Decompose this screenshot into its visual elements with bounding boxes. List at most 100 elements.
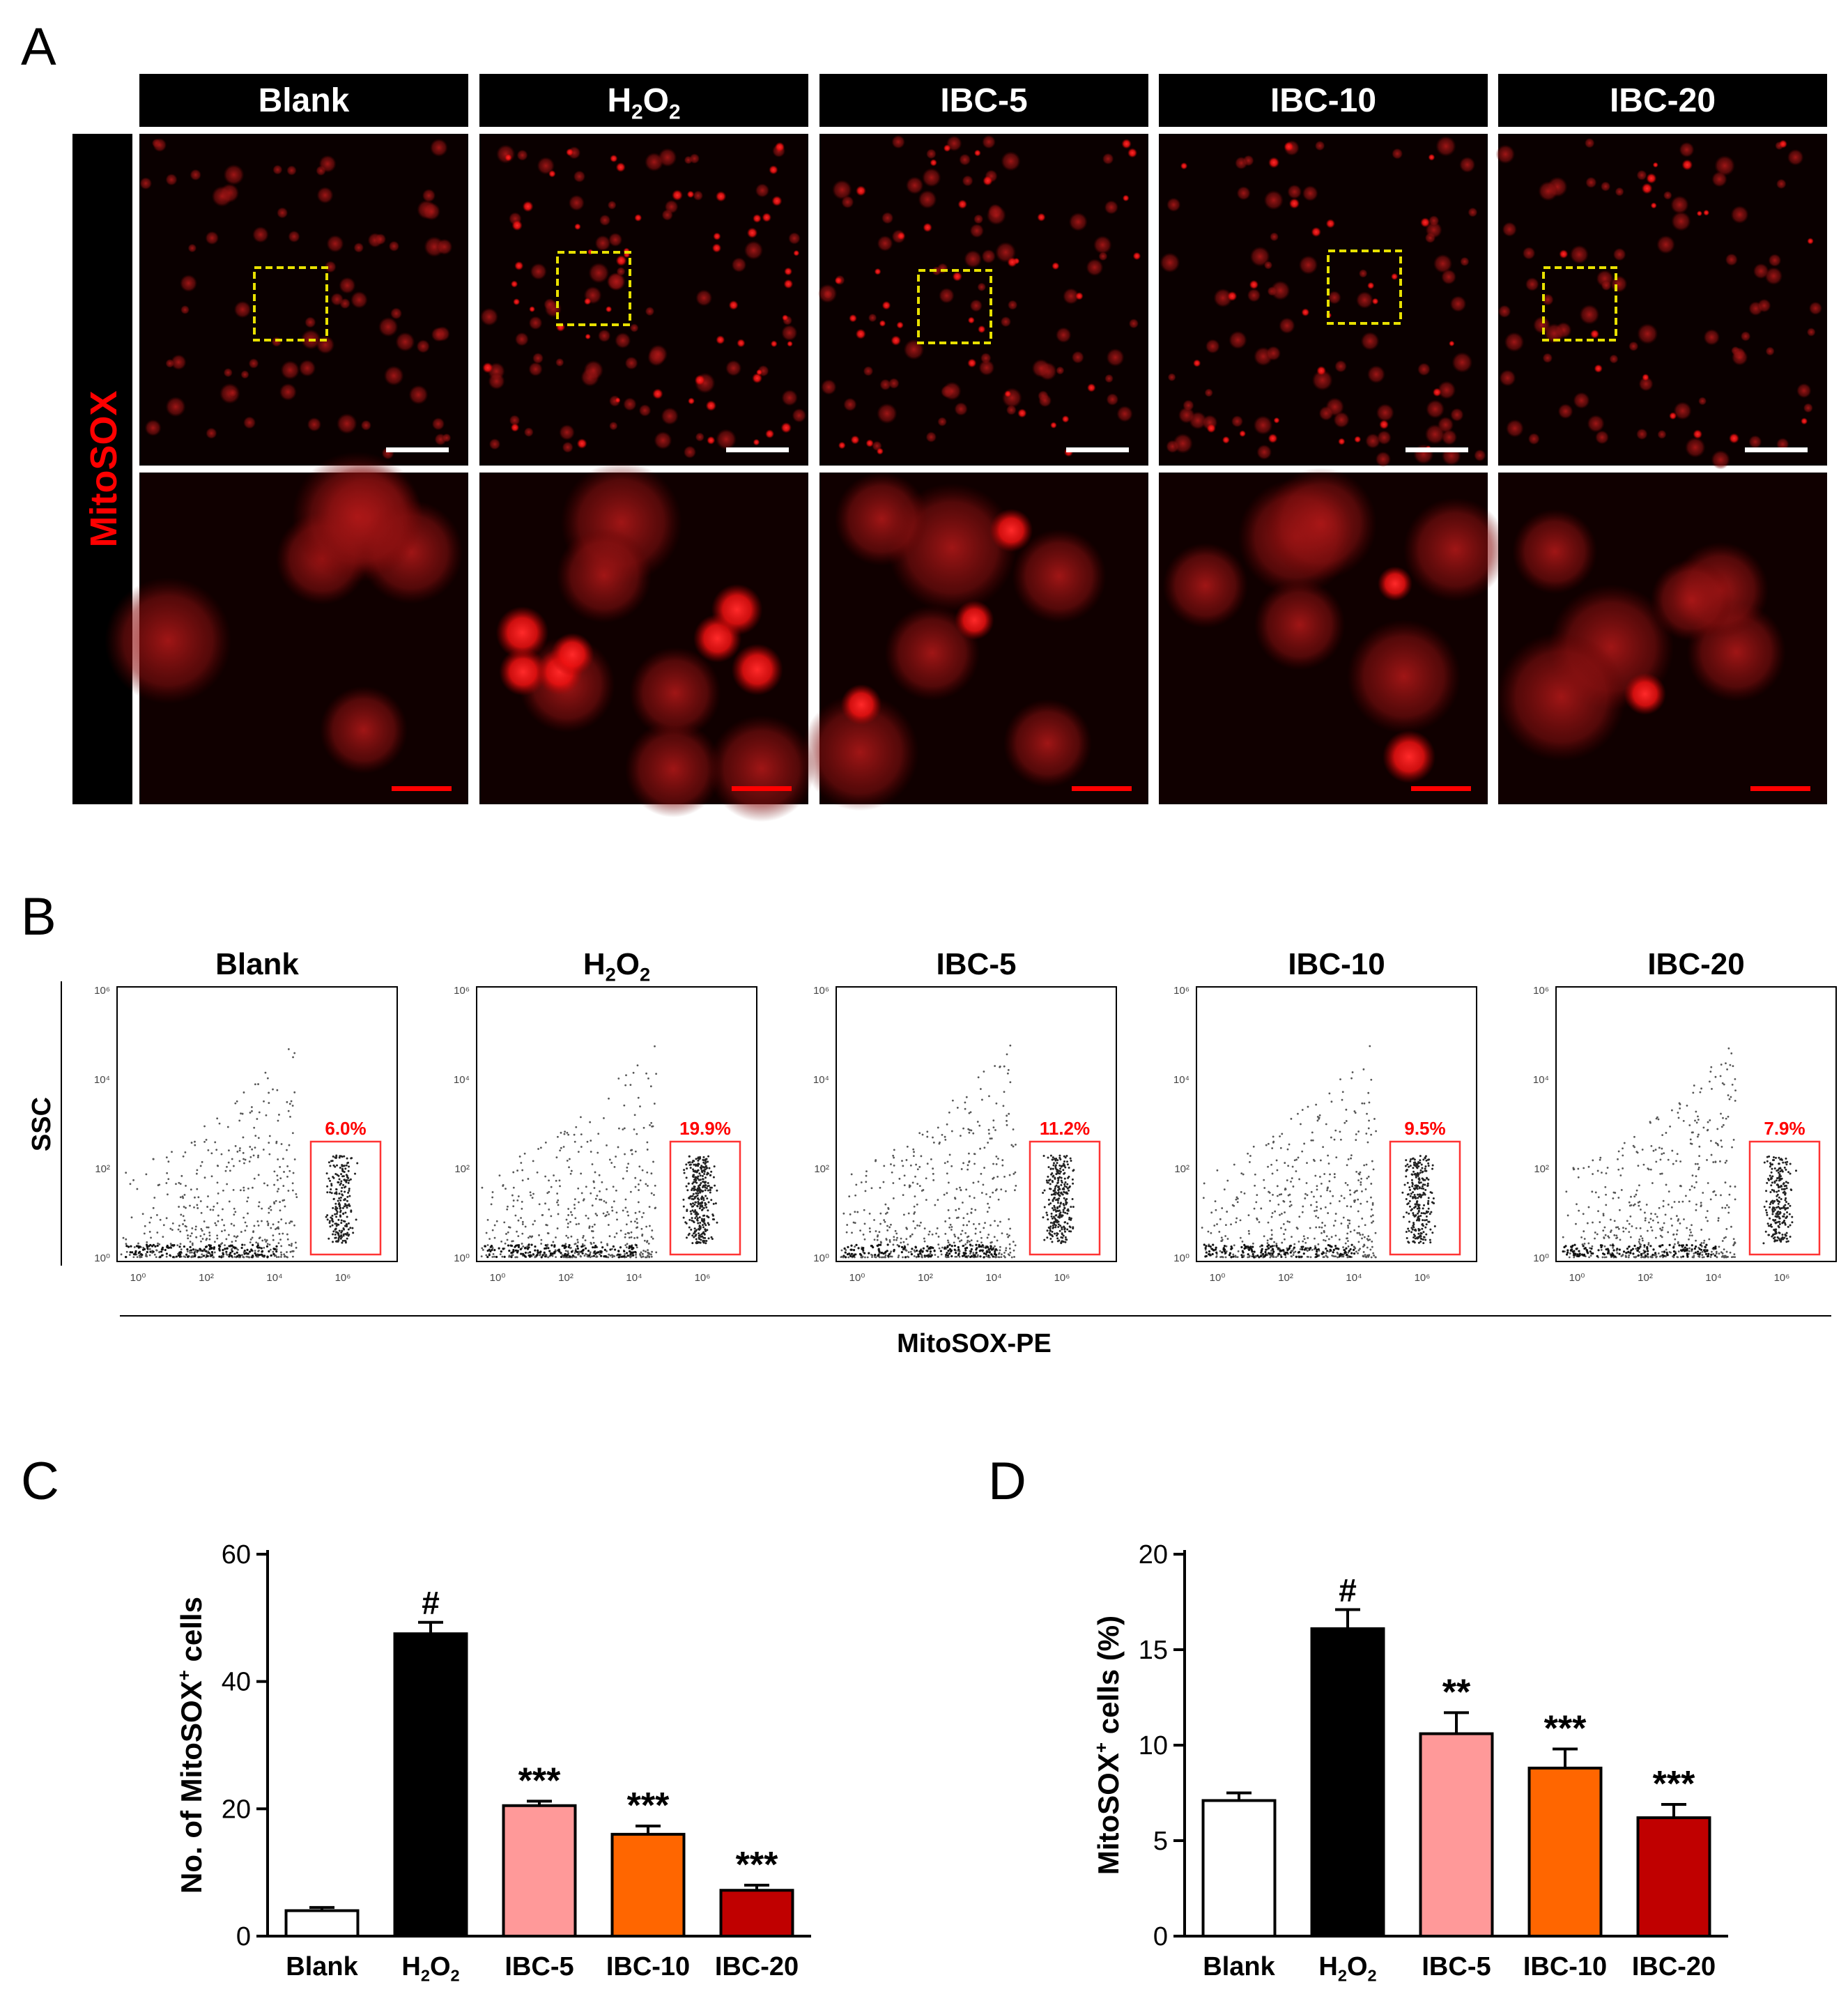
flow-event <box>913 1205 916 1208</box>
cell-dim <box>1527 433 1540 445</box>
cell-dim <box>514 332 529 346</box>
flow-event-dense <box>529 1251 532 1254</box>
flow-gated-event <box>1417 1236 1419 1238</box>
flow-event-dense <box>152 1250 155 1253</box>
flow-event <box>1638 1251 1641 1253</box>
flow-event <box>1727 1211 1730 1214</box>
flow-event <box>1564 1250 1566 1253</box>
flow-event <box>148 1231 151 1233</box>
scale-bar-white <box>1406 447 1468 452</box>
flow-gated-event <box>1408 1229 1410 1232</box>
flow-event-dense <box>617 1256 620 1259</box>
flow-event <box>167 1178 170 1181</box>
flow-event <box>1307 1256 1309 1258</box>
flow-event <box>914 1211 916 1213</box>
flow-event <box>257 1083 259 1085</box>
flow-event <box>251 1110 253 1112</box>
flow-event-dense <box>1212 1243 1215 1246</box>
flow-event <box>1670 1218 1672 1220</box>
flow-event <box>259 1236 261 1238</box>
cell-dim <box>1636 169 1647 181</box>
flow-event <box>596 1195 599 1197</box>
flow-event <box>1324 1206 1327 1209</box>
flow-event-dense <box>137 1245 139 1248</box>
cell-dim <box>305 316 316 328</box>
flow-event <box>191 1243 194 1246</box>
flow-event <box>190 1251 193 1254</box>
flow-event <box>884 1256 886 1258</box>
flow-gated-event <box>1049 1167 1052 1170</box>
flow-event <box>1709 1256 1712 1258</box>
flow-event <box>871 1254 874 1257</box>
flow-event <box>1661 1147 1663 1150</box>
cell-dim <box>1128 319 1139 329</box>
flow-event <box>649 1225 651 1227</box>
flow-event <box>1691 1250 1693 1252</box>
flow-event <box>639 1253 641 1255</box>
flow-event <box>625 1246 628 1249</box>
flow-event <box>1008 1234 1010 1237</box>
flow-event <box>1365 1163 1368 1166</box>
flow-event <box>291 1189 294 1192</box>
cell-dim <box>1449 296 1467 312</box>
flow-event-dense <box>953 1248 956 1251</box>
flow-event <box>938 1142 941 1145</box>
flow-event <box>889 1255 892 1258</box>
flow-event <box>1575 1222 1577 1225</box>
flow-event <box>626 1243 629 1245</box>
flow-event <box>1638 1200 1641 1203</box>
flow-event <box>242 1256 245 1259</box>
flow-event <box>851 1232 853 1234</box>
flow-gated-event <box>683 1172 686 1174</box>
flow-event <box>1003 1175 1006 1178</box>
flow-event <box>187 1234 189 1236</box>
flow-event <box>1334 1220 1337 1222</box>
flow-event <box>1661 1153 1663 1156</box>
flow-event <box>216 1117 219 1120</box>
flow-event <box>1580 1236 1583 1238</box>
flow-event <box>983 1071 985 1073</box>
flow-event-dense <box>1288 1247 1291 1250</box>
flow-event <box>932 1141 935 1144</box>
flow-gated-event <box>334 1222 337 1225</box>
cell-dim <box>1334 360 1347 373</box>
cell-bright <box>707 436 716 445</box>
flow-event <box>879 1256 881 1259</box>
flow-event <box>960 1233 962 1236</box>
flow-gated-event <box>345 1164 348 1167</box>
flow-event <box>1295 1170 1298 1172</box>
flow-gated-event <box>339 1166 341 1169</box>
flow-gated-event <box>332 1241 334 1243</box>
flow-event <box>1226 1238 1229 1240</box>
flow-event <box>862 1234 865 1236</box>
flow-event <box>1624 1227 1627 1230</box>
flow-event-dense <box>161 1246 164 1249</box>
flow-event <box>282 1185 285 1187</box>
cell-dim <box>599 214 611 227</box>
flow-event-dense <box>486 1255 489 1259</box>
flow-gated-event <box>1058 1195 1061 1197</box>
flow-event-dense <box>1334 1245 1337 1248</box>
flow-event <box>921 1255 923 1258</box>
cell-dim <box>1001 151 1021 171</box>
flow-event <box>1697 1133 1700 1136</box>
flow-event <box>915 1163 918 1166</box>
flow-gated-event <box>1420 1195 1423 1197</box>
flow-gated-event <box>702 1158 704 1161</box>
flow-event <box>1306 1194 1309 1197</box>
flow-gated-event <box>706 1197 709 1200</box>
flow-event <box>879 1212 882 1215</box>
flow-event-dense <box>233 1252 236 1255</box>
flow-gated-event <box>1408 1165 1410 1168</box>
flow-event <box>1007 1068 1010 1071</box>
flow-gated-event <box>342 1183 345 1186</box>
flow-event <box>1719 1075 1722 1077</box>
flow-event-dense <box>206 1255 209 1257</box>
cell-dim <box>942 381 962 401</box>
flow-gated-event <box>1422 1238 1424 1241</box>
flow-gated-event <box>344 1211 347 1214</box>
flow-gated-event <box>1431 1167 1434 1170</box>
flow-event <box>969 1111 972 1114</box>
flow-gated-event <box>339 1237 342 1240</box>
cell-dim <box>629 323 639 332</box>
